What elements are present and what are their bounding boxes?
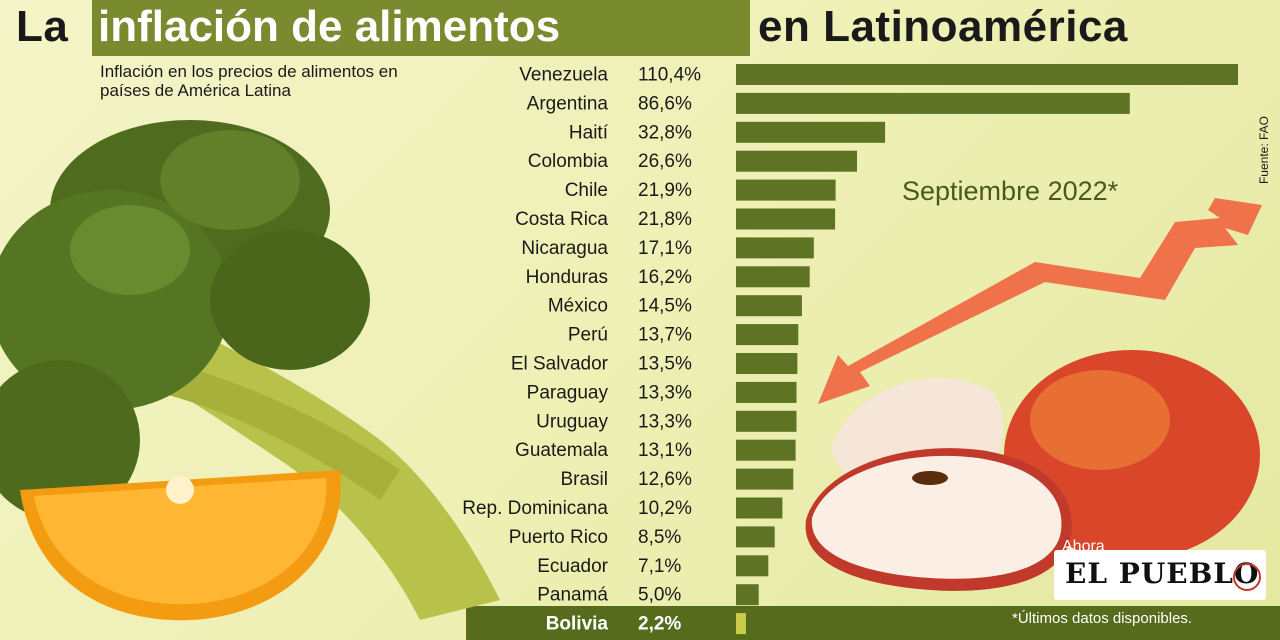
category-label: Puerto Rico [509, 527, 608, 548]
value-label: 13,5% [638, 354, 692, 375]
logo-name: EL PUEBLO [1065, 557, 1260, 590]
category-label: El Salvador [511, 354, 609, 375]
title-highlight-background [92, 0, 750, 56]
value-label: 13,1% [638, 440, 692, 461]
value-label: 2,2% [638, 614, 681, 635]
bar [736, 353, 798, 374]
logo-ahora: Ahora [1062, 538, 1105, 555]
category-label: Perú [568, 325, 608, 346]
value-label: 13,7% [638, 325, 692, 346]
value-label: 13,3% [638, 411, 692, 432]
value-label: 14,5% [638, 296, 692, 317]
bar [736, 179, 836, 201]
title-bar: La inflación de alimentos en Latinoaméri… [0, 0, 1280, 56]
highlight-row-band [466, 606, 1280, 640]
value-label: 7,1% [638, 556, 681, 577]
value-label: 10,2% [638, 498, 692, 519]
bar [736, 439, 796, 461]
apple-illustration [805, 350, 1260, 591]
value-label: 13,3% [638, 382, 692, 403]
category-label: Rep. Dominicana [462, 498, 608, 519]
orange-slice-illustration [20, 470, 341, 621]
value-label: 8,5% [638, 527, 681, 548]
category-label: Paraguay [527, 382, 609, 403]
bar [736, 208, 836, 230]
bar [736, 324, 799, 346]
title-part-1: La [16, 2, 69, 51]
value-label: 26,6% [638, 151, 692, 172]
title-part-2: en Latinoamérica [758, 2, 1128, 51]
category-label: Panamá [537, 585, 608, 606]
value-label: 21,9% [638, 180, 692, 201]
bar [736, 584, 759, 606]
bar [736, 64, 1238, 85]
chart-subtitle: Inflación en los precios de alimentos en… [100, 62, 398, 100]
category-label: Haití [569, 122, 609, 143]
category-label: Guatemala [515, 440, 608, 461]
category-label: Uruguay [536, 411, 608, 432]
bar [736, 468, 794, 490]
category-label: Ecuador [537, 556, 608, 577]
bar [736, 381, 797, 403]
bar [736, 237, 814, 259]
bar [736, 613, 746, 635]
value-label: 110,4% [638, 65, 701, 86]
category-label: México [548, 296, 608, 317]
category-label: Colombia [528, 151, 609, 172]
category-label: Argentina [527, 93, 609, 114]
footnote: *Últimos datos disponibles. [1012, 610, 1193, 627]
category-label: Venezuela [519, 65, 608, 86]
logo-box: EL PUEBLO [1054, 550, 1266, 600]
category-label: Nicaragua [521, 238, 608, 259]
bar [736, 295, 802, 317]
value-label: 16,2% [638, 267, 692, 288]
period-label: Septiembre 2022* [902, 176, 1119, 206]
bar [736, 526, 775, 548]
category-label: Honduras [526, 267, 608, 288]
category-label: Brasil [560, 469, 608, 490]
category-label: Chile [565, 180, 608, 201]
bar [736, 555, 769, 577]
bar [736, 410, 797, 432]
value-label: 21,8% [638, 209, 692, 230]
value-label: 17,1% [638, 238, 692, 259]
value-label: 5,0% [638, 585, 681, 606]
bar [736, 497, 783, 519]
logo-emblem-icon [1233, 563, 1261, 591]
broccoli-illustration [0, 120, 500, 620]
trend-arrow-icon [818, 198, 1262, 404]
value-label: 86,6% [638, 93, 692, 114]
bar [736, 150, 857, 172]
category-label: Costa Rica [515, 209, 608, 230]
bar [736, 266, 810, 288]
bar [736, 92, 1130, 114]
category-label: Bolivia [546, 614, 609, 635]
bar [736, 121, 886, 143]
value-label: 32,8% [638, 122, 692, 143]
value-label: 12,6% [638, 469, 692, 490]
title-highlight: inflación de alimentos [98, 2, 561, 51]
el-pueblo-logo: EL PUEBLO Ahora [1054, 538, 1266, 600]
